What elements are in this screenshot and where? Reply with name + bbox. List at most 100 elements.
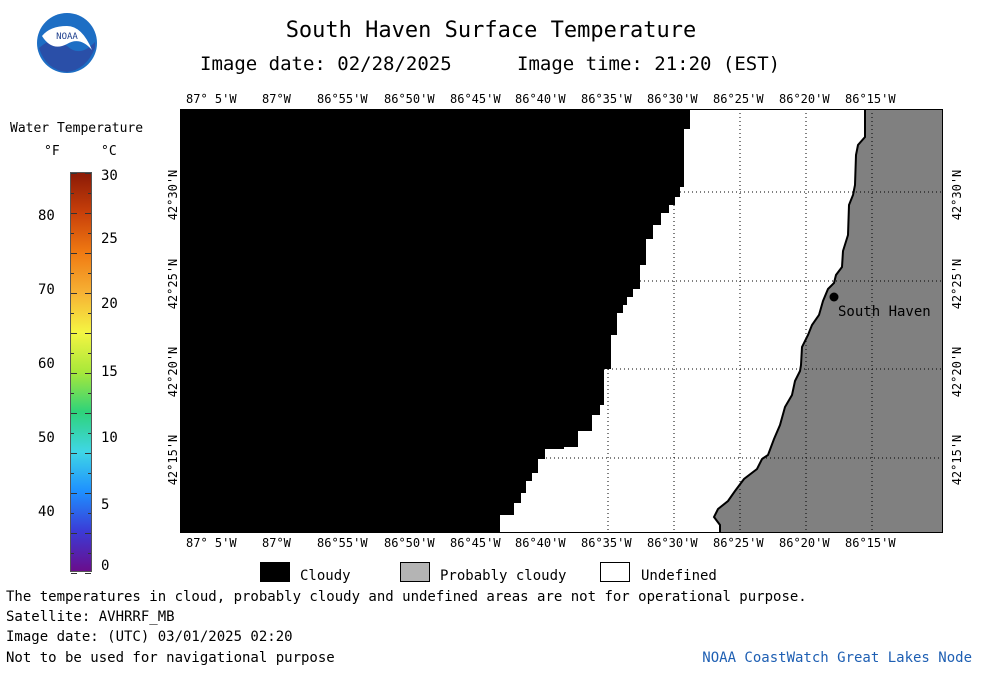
lat-label-right: 42°15'N: [950, 434, 964, 486]
colorbar-tick-mark: [71, 513, 74, 514]
colorbar-tick-mark: [88, 473, 91, 474]
lon-label-top: 86°25'W: [713, 92, 764, 106]
lat-label-left: 42°20'N: [166, 346, 180, 398]
legend-label-undefined: Undefined: [641, 568, 717, 584]
colorbar: [70, 172, 92, 574]
colorbar-tick-mark: [71, 333, 77, 334]
noaa-logo-icon: NOAA: [37, 13, 97, 73]
colorbar-tick-mark: [71, 473, 74, 474]
footer-utc-date: Image date: (UTC) 03/01/2025 02:20: [6, 629, 293, 645]
colorbar-tick-mark: [85, 533, 91, 534]
legend-swatch-undefined: [600, 562, 630, 582]
lon-label-top: 87°W: [262, 92, 291, 106]
lon-label-bottom: 86°40'W: [515, 536, 566, 550]
lat-label-right: 42°30'N: [950, 169, 964, 221]
colorbar-tick-mark: [71, 413, 77, 414]
lon-label-top: 86°30'W: [647, 92, 698, 106]
colorbar-tick-mark: [85, 493, 91, 494]
legend-label-cloudy: Cloudy: [300, 568, 351, 584]
unit-celsius: °C: [101, 144, 117, 159]
colorbar-tick-mark: [85, 213, 91, 214]
colorbar-tick-mark: [71, 553, 74, 554]
colorbar-tick-mark: [88, 233, 91, 234]
lon-label-bottom: 86°20'W: [779, 536, 830, 550]
colorbar-tick-mark: [85, 333, 91, 334]
footer-satellite: Satellite: AVHRRF_MB: [6, 609, 175, 625]
colorbar-tick-mark: [71, 493, 77, 494]
unit-fahrenheit: °F: [44, 144, 60, 159]
footer-note: The temperatures in cloud, probably clou…: [6, 589, 807, 605]
cloudy-area: [180, 109, 690, 533]
lon-label-bottom: 86°55'W: [317, 536, 368, 550]
lon-label-top: 86°55'W: [317, 92, 368, 106]
lon-label-top: 87° 5'W: [186, 92, 237, 106]
f-tick: 50: [38, 430, 55, 446]
colorbar-tick-mark: [85, 573, 91, 574]
noaa-logo: NOAA: [36, 12, 98, 74]
lon-label-bottom: 87° 5'W: [186, 536, 237, 550]
lat-label-right: 42°20'N: [950, 346, 964, 398]
lon-label-bottom: 86°30'W: [647, 536, 698, 550]
lon-label-bottom: 87°W: [262, 536, 291, 550]
colorbar-tick-mark: [71, 313, 74, 314]
colorbar-tick-mark: [71, 253, 77, 254]
lat-label-left: 42°15'N: [166, 434, 180, 486]
colorbar-tick-mark: [71, 293, 77, 294]
f-tick: 40: [38, 504, 55, 520]
c-tick: 0: [101, 558, 110, 574]
image-time: Image time: 21:20 (EST): [517, 53, 781, 75]
colorbar-tick-mark: [88, 313, 91, 314]
legend-swatch-probably-cloudy: [400, 562, 430, 582]
colorbar-tick-mark: [71, 213, 77, 214]
colorbar-tick-mark: [88, 433, 91, 434]
lon-label-top: 86°15'W: [845, 92, 896, 106]
colorbar-tick-mark: [85, 253, 91, 254]
map-frame: [180, 109, 943, 533]
colorbar-tick-mark: [88, 353, 91, 354]
f-tick: 70: [38, 282, 55, 298]
colorbar-tick-mark: [71, 393, 74, 394]
land-area: [712, 109, 943, 533]
lon-label-bottom: 86°15'W: [845, 536, 896, 550]
colorbar-tick-mark: [71, 353, 74, 354]
lon-label-bottom: 86°50'W: [384, 536, 435, 550]
colorbar-tick-mark: [88, 273, 91, 274]
image-date: Image date: 02/28/2025: [200, 53, 452, 75]
lon-label-top: 86°45'W: [450, 92, 501, 106]
lon-label-top: 86°50'W: [384, 92, 435, 106]
colorbar-title: Water Temperature: [10, 121, 144, 136]
lat-label-left: 42°25'N: [166, 258, 180, 310]
colorbar-tick-mark: [85, 373, 91, 374]
lon-label-top: 86°40'W: [515, 92, 566, 106]
south-haven-label: South Haven: [838, 304, 931, 320]
colorbar-tick-mark: [85, 453, 91, 454]
colorbar-tick-mark: [71, 433, 74, 434]
colorbar-tick-mark: [71, 193, 74, 194]
colorbar-tick-mark: [71, 233, 74, 234]
footer-nav-warning: Not to be used for navigational purpose: [6, 650, 335, 666]
colorbar-tick-mark: [85, 413, 91, 414]
south-haven-marker: [829, 292, 839, 302]
colorbar-tick-mark: [71, 273, 74, 274]
lat-label-left: 42°30'N: [166, 169, 180, 221]
map-panel: South Haven: [180, 109, 943, 533]
colorbar-tick-mark: [88, 553, 91, 554]
logo-text: NOAA: [56, 32, 78, 42]
c-tick: 5: [101, 497, 110, 513]
colorbar-tick-mark: [71, 173, 77, 174]
c-tick: 30: [101, 168, 118, 184]
colorbar-tick-mark: [88, 513, 91, 514]
c-tick: 15: [101, 364, 118, 380]
colorbar-tick-mark: [71, 373, 77, 374]
colorbar-tick-mark: [85, 173, 91, 174]
lon-label-bottom: 86°35'W: [581, 536, 632, 550]
colorbar-tick-mark: [88, 393, 91, 394]
lon-label-top: 86°35'W: [581, 92, 632, 106]
page-title: South Haven Surface Temperature: [285, 18, 697, 43]
graticule: [530, 109, 943, 533]
c-tick: 10: [101, 430, 118, 446]
legend-label-probably-cloudy: Probably cloudy: [440, 568, 567, 584]
lon-label-bottom: 86°25'W: [713, 536, 764, 550]
legend-swatch-cloudy: [260, 562, 290, 582]
c-tick: 25: [101, 231, 118, 247]
